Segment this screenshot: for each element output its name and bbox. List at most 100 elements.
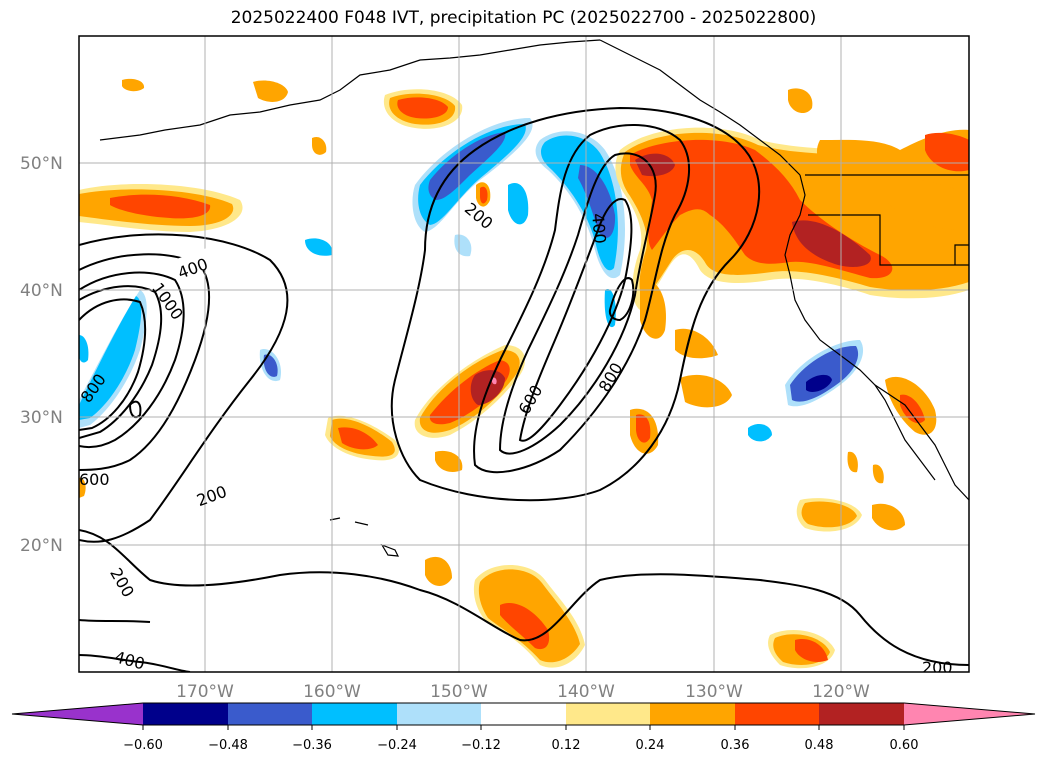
hawaii-islands [329,517,400,557]
colorbar-segment [397,703,481,725]
precip-positive-region [122,78,145,92]
ivt-contour [79,619,191,672]
lon-label-120w: 120°W [812,682,870,702]
colorbar-tick-label: −0.48 [208,738,248,753]
precip-positive-region [253,80,288,102]
map-plot-area: 400 1000 800 600 200 200 200 400 600 800… [79,36,969,673]
precip-positive-region [680,374,732,408]
precip-positive-region [792,220,871,267]
colorbar-extend-left [12,703,143,725]
precip-negative-region [578,165,616,238]
coastlines [99,39,969,557]
precip-positive-region [491,377,497,385]
precip-shading [79,78,969,669]
contour-label-200: 200 [461,199,497,233]
colorbar-tick-label: 0.48 [805,738,834,753]
precip-negative-region [79,335,89,363]
colorbar-segment [312,703,397,725]
contour-label-200: 200 [194,482,229,510]
lat-label-20n: 20°N [20,536,63,556]
contour-label-800: 800 [595,359,627,395]
colorbar-segment [735,703,819,725]
ivt-contour [79,233,289,543]
colorbar-extend-right [904,703,1035,725]
ivt-contour [128,400,142,419]
ivt-contour [79,271,185,449]
colorbar-tick-label: −0.60 [123,738,163,753]
precip-positive-region [312,136,327,155]
lon-label-130w: 130°W [685,682,743,702]
colorbar-tick-label: 0.36 [721,738,750,753]
colorbar-segment [143,703,228,725]
colorbar-segment [228,703,312,725]
map-title: 2025022400 F048 IVT, precipitation PC (2… [230,8,817,28]
precip-negative-region [508,183,529,225]
lon-label-150w: 150°W [430,682,488,702]
precip-positive-region [397,97,448,119]
precip-positive-region [879,178,969,231]
precip-positive-region [788,88,813,114]
colorbar-tick-label: −0.36 [292,738,332,753]
contour-label-600: 600 [79,470,110,489]
ivt-contour [498,152,657,455]
precip-positive-region [847,451,858,473]
colorbar: −0.60 −0.48 −0.36 −0.24 −0.12 0.12 0.24 … [11,702,1036,753]
precip-negative-region [305,238,333,256]
lon-label-160w: 160°W [303,682,361,702]
state-border [805,174,969,266]
colorbar-tick-label: 0.60 [890,738,919,753]
precip-positive-region [900,394,925,424]
ivt-contour [518,198,633,442]
precip-positive-region [480,186,488,204]
coastline-alaska-south [599,39,801,176]
map-frame [78,35,970,673]
ivt-contour [79,529,969,666]
lat-label-30n: 30°N [20,408,63,428]
precip-negative-region [263,354,278,377]
lon-label-140w: 140°W [557,682,615,702]
coastline-alaska [99,39,601,141]
precip-positive-region [872,464,884,484]
contour-label-400: 400 [588,212,610,244]
precip-positive-region [425,556,452,586]
coastline-west-us [784,174,969,501]
colorbar-segment [650,703,735,725]
ivt-contour [79,298,147,431]
precip-positive-region [338,427,378,450]
precip-positive-region [925,132,969,172]
precip-negative-region [428,132,506,200]
latitude-labels: 50°N 40°N 30°N 20°N [20,154,63,556]
colorbar-tick-label: 0.24 [636,738,665,753]
ivt-contour [390,106,761,502]
precip-positive-region [675,328,718,359]
ivt-contour [79,253,210,471]
precip-positive-region [801,501,857,528]
precip-positive-region [110,194,211,219]
precip-negative-region [454,234,472,257]
colorbar-tick-label: 0.12 [552,738,581,753]
precip-negative-region [540,135,618,271]
colorbar-segment [819,703,904,725]
precip-negative-region [748,424,772,442]
colorbar-tick-label: −0.12 [461,738,501,753]
precip-positive-region [435,450,463,472]
colorbar-tick-label: −0.24 [377,738,417,753]
contour-label-200: 200 [106,565,138,601]
contour-label-400: 400 [112,647,146,673]
precip-positive-region [640,279,666,339]
ivt-contour [473,123,691,474]
contour-label-1000: 1000 [148,279,187,323]
lat-label-50n: 50°N [20,154,63,174]
precip-negative-region [418,124,526,225]
colorbar-segment [481,703,566,725]
precip-negative-region [79,296,142,420]
ivt-contour [79,285,163,439]
lat-label-40n: 40°N [20,281,63,301]
precip-positive-region [79,477,86,498]
precip-positive-region [636,414,651,443]
precip-positive-region [872,503,905,531]
precip-positive-region [795,639,828,662]
coastline-baja [874,384,936,481]
gridlines [79,36,969,672]
